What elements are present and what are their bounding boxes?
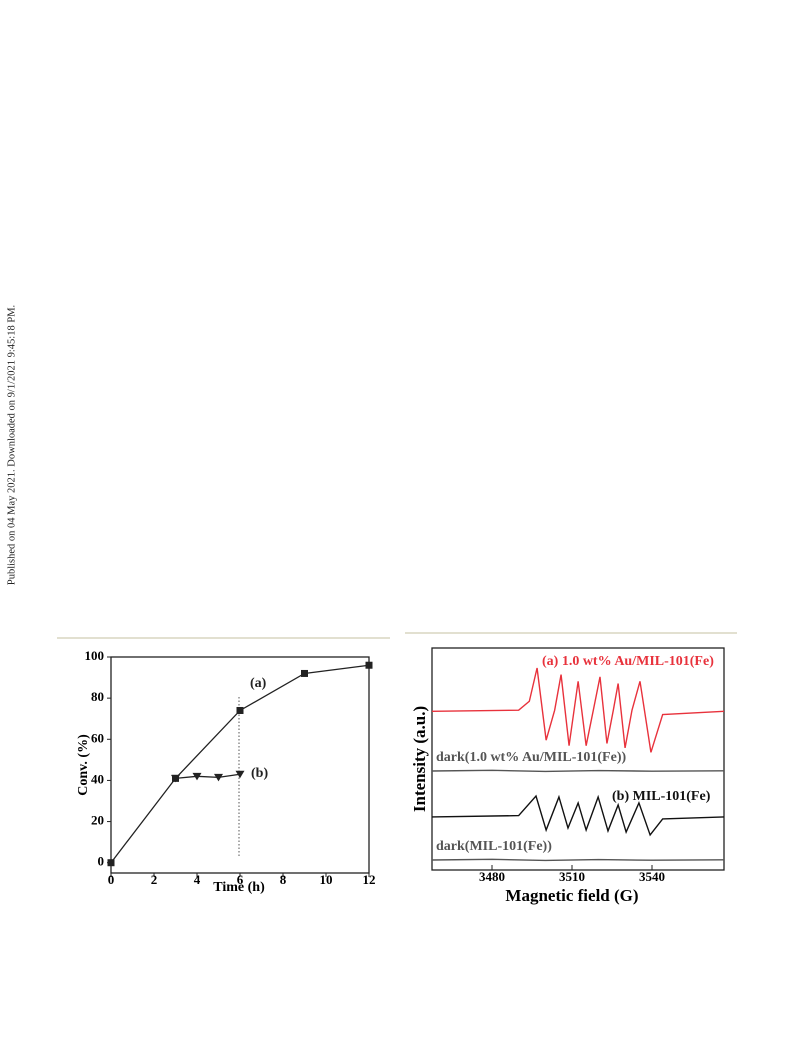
x-tick-label: 3540 bbox=[639, 869, 665, 884]
series-label: dark(1.0 wt% Au/MIL-101(Fe)) bbox=[436, 750, 626, 765]
y-tick-label: 100 bbox=[85, 648, 105, 663]
y-tick-label: 40 bbox=[91, 771, 104, 786]
side-note: Published on 04 May 2021. Downloaded on … bbox=[6, 305, 17, 585]
x-tick-label: 2 bbox=[151, 872, 158, 887]
y-tick-label: 80 bbox=[91, 689, 104, 704]
x-axis-label: Time (h) bbox=[213, 880, 265, 895]
series-line bbox=[431, 667, 725, 753]
marker bbox=[107, 859, 115, 867]
marker bbox=[192, 772, 202, 781]
y-axis-label: Conv. (%) bbox=[76, 734, 91, 796]
marker bbox=[301, 669, 308, 677]
marker bbox=[236, 706, 244, 714]
x-tick-label: 10 bbox=[320, 872, 333, 887]
series-line bbox=[431, 794, 725, 837]
x-axis-label: Magnetic field (G) bbox=[505, 886, 638, 905]
x-tick-label: 6 bbox=[237, 872, 244, 887]
x-tick-label: 0 bbox=[108, 872, 115, 887]
series-label: (b) bbox=[251, 766, 268, 781]
x-tick-label: 12 bbox=[363, 872, 376, 887]
series-label: (b) MIL-101(Fe) bbox=[612, 789, 711, 804]
x-tick-label: 4 bbox=[194, 872, 201, 887]
series-label: (a) bbox=[250, 676, 267, 691]
x-tick-label: 3480 bbox=[479, 869, 505, 884]
marker bbox=[214, 773, 223, 782]
plot-frame bbox=[431, 647, 725, 871]
y-tick-label: 60 bbox=[91, 730, 104, 745]
series-label: (a) 1.0 wt% Au/MIL-101(Fe) bbox=[542, 654, 714, 669]
series-line bbox=[431, 858, 725, 862]
series-line bbox=[175, 773, 241, 780]
x-tick-label: 8 bbox=[280, 872, 287, 887]
marker bbox=[171, 774, 180, 783]
plot-frame bbox=[110, 656, 370, 874]
marker bbox=[365, 661, 373, 669]
y-axis-label: Intensity (a.u.) bbox=[410, 706, 429, 812]
y-tick-label: 20 bbox=[91, 813, 104, 828]
series-line bbox=[110, 664, 370, 864]
marker bbox=[235, 770, 245, 779]
series-label: dark(MIL-101(Fe)) bbox=[436, 839, 552, 854]
series-line bbox=[431, 769, 725, 773]
x-tick-label: 3510 bbox=[559, 869, 585, 884]
y-tick-label: 0 bbox=[98, 854, 105, 869]
